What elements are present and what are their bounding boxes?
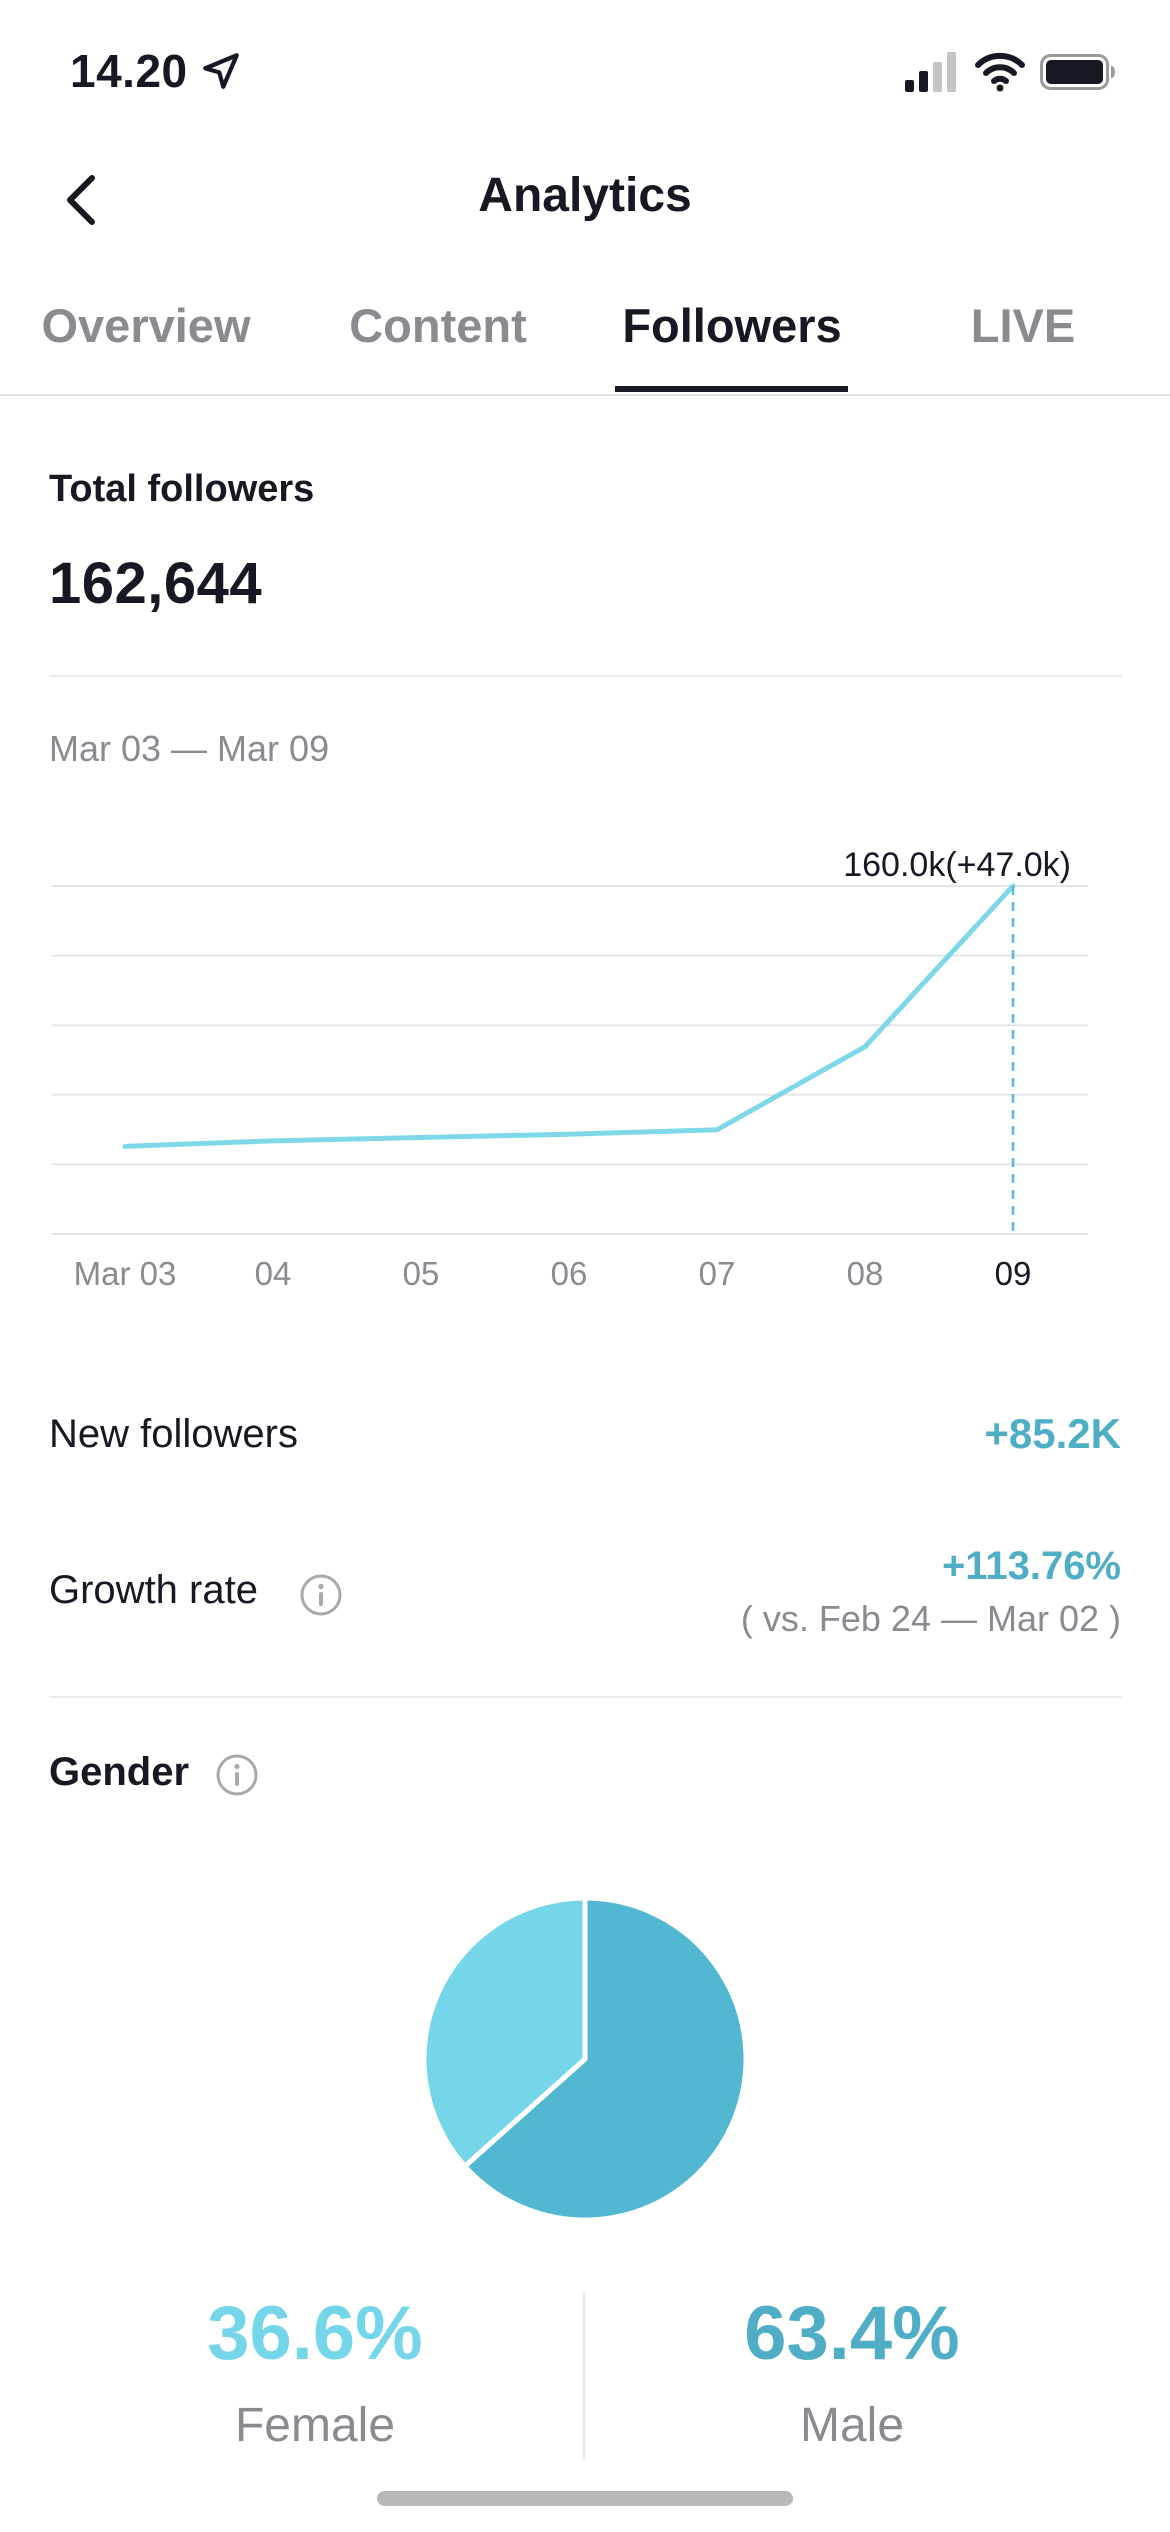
tab-bar: Overview Content Followers LIVE [0, 270, 1170, 396]
followers-line-chart: 160.0k(+47.0k) Mar 03 04 05 06 07 08 09 [52, 846, 1088, 1292]
tab-overview[interactable]: Overview [41, 299, 251, 352]
active-tab-indicator [615, 386, 848, 392]
new-followers-label: New followers [49, 1412, 298, 1456]
gender-divider [583, 2292, 585, 2460]
x-tick-label: Mar 03 [74, 1255, 177, 1292]
home-indicator [377, 2491, 793, 2506]
female-percentage: 36.6% [207, 2291, 423, 2376]
gender-label: Gender [49, 1750, 190, 1794]
growth-rate-comparison: ( vs. Feb 24 — Mar 02 ) [740, 1598, 1121, 1639]
pie-slice-female [421, 1895, 588, 2169]
divider [49, 1696, 1122, 1698]
divider [49, 675, 1122, 677]
chart-annotation-label: 160.0k(+47.0k) [843, 846, 1071, 884]
info-icon[interactable] [298, 1572, 344, 1618]
tab-content[interactable]: Content [349, 299, 527, 352]
battery-icon [1040, 54, 1115, 90]
growth-rate-label: Growth rate [49, 1568, 258, 1612]
total-followers-label: Total followers [49, 468, 315, 510]
wifi-icon [975, 52, 1025, 92]
back-chevron-icon[interactable] [46, 164, 116, 234]
info-icon[interactable] [214, 1752, 260, 1798]
total-followers-value: 162,644 [49, 551, 263, 616]
cellular-signal-icon [905, 52, 956, 92]
page-title: Analytics [478, 169, 692, 222]
x-tick-label: 07 [699, 1255, 736, 1292]
date-range: Mar 03 — Mar 09 [49, 728, 330, 769]
pie-slice-male [462, 1895, 749, 2223]
x-tick-label: 06 [551, 1255, 588, 1292]
male-label: Male [799, 2399, 905, 2452]
female-label: Female [234, 2399, 396, 2452]
tab-live[interactable]: LIVE [970, 299, 1076, 352]
followers-series-line [122, 883, 1016, 1149]
gender-pie-chart [421, 1895, 749, 2223]
x-tick-label: 09 [995, 1255, 1032, 1292]
growth-rate-value: +113.76% [941, 1544, 1121, 1588]
tab-followers[interactable]: Followers [622, 299, 842, 352]
x-tick-label: 08 [847, 1255, 884, 1292]
new-followers-value: +85.2K [984, 1410, 1121, 1457]
male-percentage: 63.4% [744, 2291, 960, 2376]
x-tick-label: 04 [255, 1255, 292, 1292]
x-tick-label: 05 [403, 1255, 440, 1292]
status-time: 14.20 [70, 45, 188, 97]
location-arrow-icon [203, 53, 239, 89]
